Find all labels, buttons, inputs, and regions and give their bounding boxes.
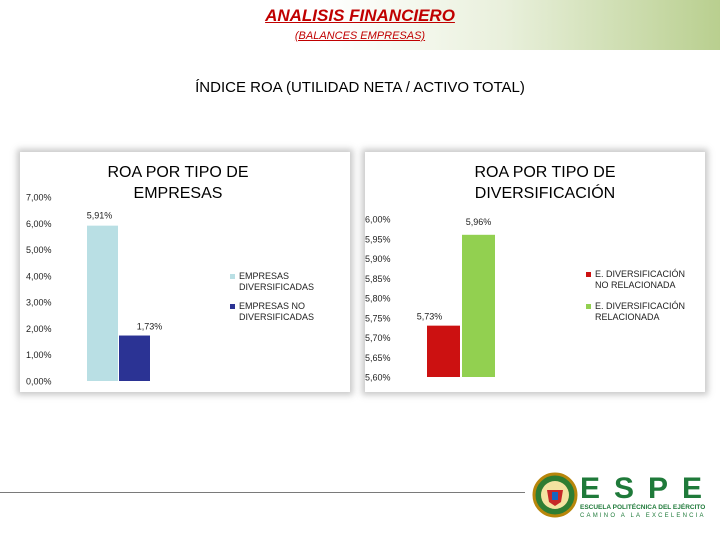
y-tick-label: 5,75% — [365, 313, 391, 323]
chart-title-line: ROA POR TIPO DE — [474, 164, 615, 181]
header-band — [0, 0, 720, 50]
chart-panel-diversificacion: ROA POR TIPO DE DIVERSIFICACIÓN 5,60% 5,65%… — [365, 152, 705, 392]
legend-label: E. DIVERSIFICACIÓN — [595, 301, 685, 311]
chart-title-line: EMPRESAS — [134, 185, 223, 202]
data-label: 5,73% — [417, 312, 443, 322]
bar-1 — [87, 225, 118, 381]
chart-roa-empresas: ROA POR TIPO DE EMPRESAS 0,00% 1,00% 2,00% 3,… — [26, 164, 314, 387]
legend-marker — [230, 274, 235, 279]
y-tick-label: 1,00% — [26, 350, 52, 360]
y-tick-label: 0,00% — [26, 377, 52, 387]
legend-label: DIVERSIFICADAS — [239, 282, 314, 292]
y-tick-label: 5,70% — [365, 333, 391, 343]
y-tick-label: 7,00% — [26, 193, 52, 203]
legend-label: NO RELACIONADA — [595, 280, 676, 290]
bar-2 — [119, 335, 150, 381]
legend-label: DIVERSIFICADAS — [239, 312, 314, 322]
legend-marker — [586, 272, 591, 277]
footer-divider — [0, 492, 525, 493]
y-tick-label: 5,90% — [365, 254, 391, 264]
legend-label: EMPRESAS — [239, 271, 289, 281]
data-label: 5,96% — [466, 217, 492, 227]
bar-1 — [427, 325, 460, 377]
sub-title: (BALANCES EMPRESAS) — [294, 30, 426, 42]
data-label: 5,91% — [87, 211, 113, 221]
slide-heading: ÍNDICE ROA (UTILIDAD NETA / ACTIVO TOTAL… — [195, 79, 525, 96]
chart-roa-diversificacion: ROA POR TIPO DE DIVERSIFICACIÓN 5,60% 5,65%… — [365, 164, 685, 383]
main-title: ANALISIS FINANCIERO — [265, 6, 455, 25]
chart-title-line: DIVERSIFICACIÓN — [475, 183, 615, 202]
legend-marker — [230, 304, 235, 309]
y-tick-label: 5,60% — [365, 373, 391, 383]
data-label: 1,73% — [137, 322, 163, 332]
y-tick-label: 5,00% — [26, 245, 52, 255]
bar-2 — [462, 234, 495, 377]
chart-title-line: ROA POR TIPO DE — [107, 164, 248, 181]
y-tick-label: 6,00% — [26, 219, 52, 229]
crest-icon — [532, 472, 578, 518]
espe-logo: ESPE ESCUELA POLITÉCNICA DEL EJÉRCITO CA… — [532, 472, 715, 519]
logo-institution-text: ESCUELA POLITÉCNICA DEL EJÉRCITO — [580, 502, 705, 511]
y-tick-label: 2,00% — [26, 324, 52, 334]
y-tick-label: 5,80% — [365, 294, 391, 304]
y-tick-label: 4,00% — [26, 271, 52, 281]
y-tick-label: 5,95% — [365, 234, 391, 244]
logo-brand-text: ESPE — [580, 472, 715, 505]
legend-label: E. DIVERSIFICACIÓN — [595, 269, 685, 279]
y-tick-label: 6,00% — [365, 215, 391, 225]
legend-marker — [586, 304, 591, 309]
chart-panel-empresas: ROA POR TIPO DE EMPRESAS 0,00% 1,00% 2,00% 3,… — [20, 152, 350, 392]
legend-label: RELACIONADA — [595, 312, 660, 322]
logo-motto-text: CAMINO A LA EXCELENCIA — [580, 513, 706, 519]
y-tick-label: 5,85% — [365, 274, 391, 284]
y-tick-label: 5,65% — [365, 353, 391, 363]
legend-label: EMPRESAS NO — [239, 301, 305, 311]
y-tick-label: 3,00% — [26, 298, 52, 308]
